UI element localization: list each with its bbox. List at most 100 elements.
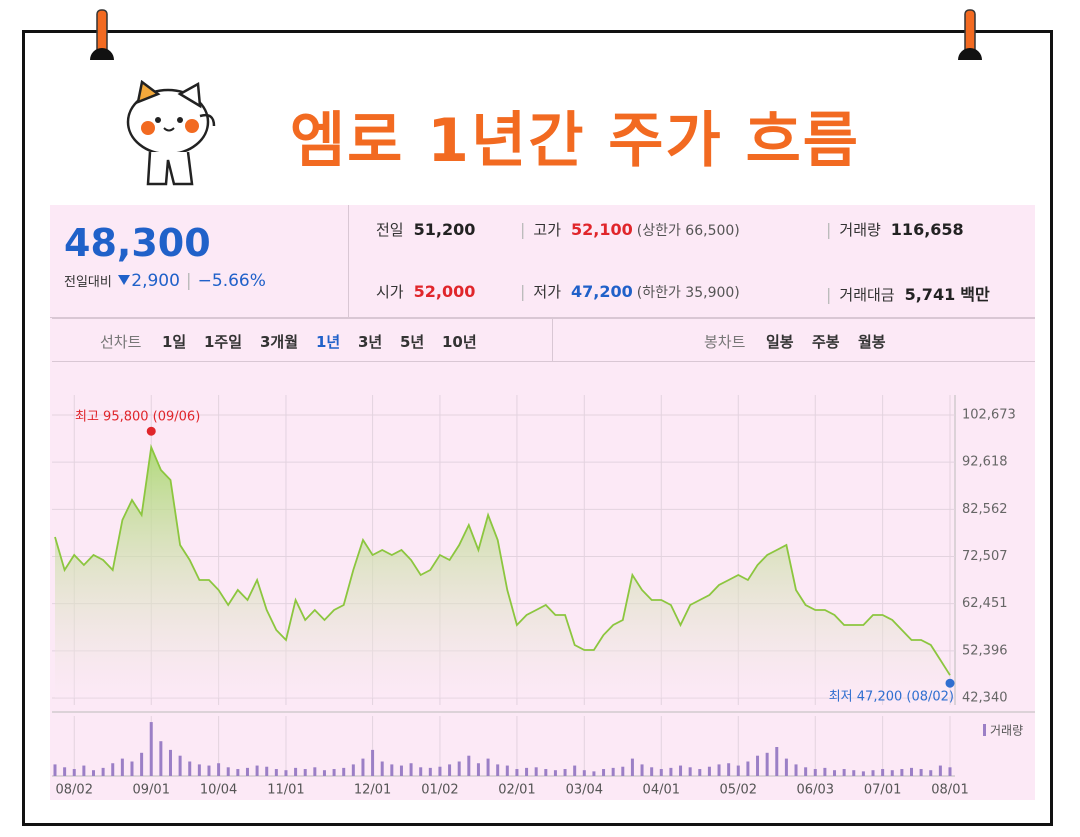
- annotation: 최고 95,800 (09/06): [75, 410, 200, 425]
- change-pct: −5.66%: [197, 271, 266, 291]
- volume-bar: [207, 765, 211, 776]
- volume-bar: [553, 770, 557, 776]
- volume-bar: [563, 769, 567, 776]
- x-tick-label: 08/01: [931, 783, 968, 798]
- volume-bar: [861, 771, 865, 776]
- stats-box: 전일 51,200 | 고가 52,100 (상한가 66,500) | 거래량 116,6…: [348, 205, 1035, 318]
- volume-bar: [736, 765, 740, 776]
- tab[interactable]: 월봉: [858, 333, 886, 351]
- tab[interactable]: 일봉: [766, 333, 794, 351]
- volume-bar: [669, 767, 673, 776]
- stat-value: 5,741: [904, 285, 956, 304]
- price: 48,300: [64, 221, 211, 265]
- x-tick-label: 08/02: [56, 783, 93, 798]
- stat: 시가 52,000: [376, 281, 475, 302]
- stat: | 고가 52,100 (상한가 66,500): [520, 220, 740, 239]
- volume-bar: [621, 766, 625, 776]
- volume-bar: [159, 741, 163, 776]
- volume-bar: [91, 770, 95, 776]
- volume-bar: [351, 764, 355, 776]
- area: [55, 447, 950, 698]
- volume-bar: [534, 767, 538, 776]
- volume-bar: [698, 769, 702, 776]
- volume-bar: [274, 769, 278, 776]
- volume-bar: [948, 767, 952, 776]
- volume-bar: [881, 769, 885, 776]
- tab[interactable]: 3개월: [260, 333, 299, 351]
- volume-bar: [765, 752, 769, 776]
- volume-bar: [910, 767, 914, 776]
- volume-bar: [197, 764, 201, 776]
- x-tick-label: 12/01: [354, 783, 391, 798]
- volume-bar: [688, 767, 692, 776]
- stat: | 저가 47,200 (하한가 35,900): [520, 282, 740, 301]
- volume-bar: [582, 770, 586, 776]
- volume-bar: [390, 764, 394, 776]
- stat-value: 47,200: [571, 282, 633, 301]
- pin-head: [90, 48, 114, 60]
- stat-value: 52,100: [571, 220, 633, 239]
- volume-bar: [775, 747, 779, 776]
- volume-bar: [342, 767, 346, 776]
- tab[interactable]: 3년: [358, 333, 383, 351]
- x-tick-label: 03/04: [566, 783, 603, 798]
- y-tick-label: 72,507: [962, 549, 1008, 564]
- volume-bar: [419, 767, 423, 776]
- tab[interactable]: 주봉: [812, 333, 840, 351]
- volume-bar: [332, 769, 336, 776]
- volume-bar: [602, 769, 606, 776]
- volume-bar: [505, 765, 509, 776]
- volume-bar: [707, 766, 711, 776]
- x-tick-label: 06/03: [797, 783, 834, 798]
- y-tick-label: 102,673: [962, 408, 1016, 423]
- volume-bar: [448, 764, 452, 776]
- extreme-dot: [146, 426, 156, 436]
- volume-bar: [476, 763, 480, 776]
- tab-bar: 선차트 1일 1주일 3개월 1년 3년 5년 10년 봉차트 일봉 주봉 월봉: [52, 318, 1035, 362]
- stat-label: 거래량: [839, 221, 881, 239]
- stat-label: 전일: [376, 221, 404, 239]
- volume-bar: [140, 752, 144, 776]
- volume-bar: [313, 767, 317, 776]
- volume-bar: [813, 769, 817, 776]
- x-tick-label: 11/01: [267, 783, 304, 798]
- volume-bar: [573, 765, 577, 776]
- change-value: 2,900: [131, 271, 180, 291]
- volume-bar: [322, 770, 326, 776]
- tab[interactable]: 5년: [400, 333, 425, 351]
- volume-bar: [804, 767, 808, 776]
- divider: [552, 319, 553, 361]
- volume-bar: [515, 769, 519, 776]
- volume-bar: [457, 761, 461, 776]
- y-tick-label: 82,562: [962, 502, 1008, 517]
- volume-bar: [255, 765, 259, 776]
- volume-bar: [640, 764, 644, 776]
- volume-bar: [486, 758, 490, 776]
- volume-bar: [149, 722, 153, 776]
- tab[interactable]: 10년: [442, 333, 477, 351]
- x-tick-label: 05/02: [720, 783, 757, 798]
- volume-bar: [217, 763, 221, 776]
- volume-bar: [900, 769, 904, 776]
- stat-value: 52,000: [413, 282, 476, 301]
- tab[interactable]: 1년: [316, 333, 341, 351]
- tab[interactable]: 1주일: [204, 333, 243, 351]
- volume-bar: [303, 769, 307, 776]
- volume-bar: [467, 755, 471, 776]
- volume-bar: [544, 769, 548, 776]
- volume-bar: [727, 763, 731, 776]
- change: 전일대비 2,900 | −5.66%: [64, 271, 266, 291]
- volume-bar: [794, 764, 798, 776]
- legend-swatch: [983, 724, 986, 736]
- volume-bar: [717, 764, 721, 776]
- volume-bar: [929, 770, 933, 776]
- volume-bar: [842, 769, 846, 776]
- stat-note: (상한가 66,500): [636, 223, 740, 239]
- volume-bar: [592, 771, 596, 776]
- volume-bar: [72, 769, 76, 776]
- volume-bar: [746, 761, 750, 776]
- volume-bar: [101, 767, 105, 776]
- tab[interactable]: 1일: [162, 333, 187, 351]
